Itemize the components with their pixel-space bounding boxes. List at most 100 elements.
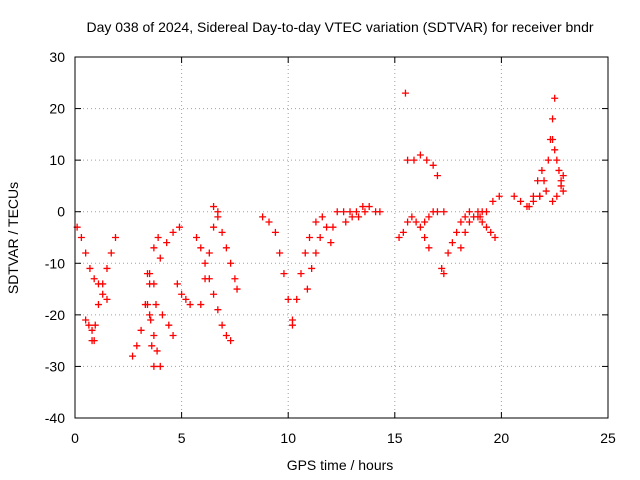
data-point [333,208,341,216]
data-point [288,321,296,329]
data-point [165,321,173,329]
x-tick-label: 10 [280,430,296,446]
axes: 0 5 10 15 20 25 -40 -30 -20 -10 0 10 20 30 [45,49,616,446]
data-point [457,244,465,252]
data-point [306,234,314,241]
x-tick-label: 5 [178,430,186,446]
data-points [73,89,567,370]
data-point [559,187,567,195]
data-point [129,352,137,360]
data-point [210,290,218,298]
y-tick-label: -20 [45,307,65,323]
data-point [355,213,363,221]
data-point [438,264,446,272]
data-point [342,218,350,226]
data-point [517,197,525,205]
series-arc-5 [143,301,164,370]
series-arc-22 [438,264,448,278]
x-tick-label: 20 [494,430,510,446]
data-point [542,187,550,195]
data-point [461,228,469,236]
data-point [425,244,433,252]
data-point [201,275,209,283]
data-point [218,228,226,236]
data-point [478,218,486,226]
data-point [227,337,235,345]
data-point [303,285,311,293]
series-arc-23 [444,249,452,257]
series-arc-6 [143,270,158,370]
data-point [433,208,441,216]
data-point [482,223,490,231]
series-arc-19 [401,89,409,97]
data-point [175,223,183,231]
x-tick-label: 0 [71,430,79,446]
data-point [361,208,369,216]
data-point [348,213,356,221]
series-arc-32 [553,172,567,200]
data-point [538,166,546,174]
data-point [534,177,542,185]
data-point [186,301,194,309]
data-point [489,197,497,205]
series-arc-24 [448,208,473,247]
data-point [412,218,420,226]
chart-title: Day 038 of 2024, Sidereal Day-to-day VTE… [86,19,593,35]
series-arc-15 [303,223,331,293]
data-point [410,156,418,164]
series-arc-16 [327,203,384,247]
data-point [359,203,367,211]
data-point [461,213,469,221]
data-point [329,223,337,231]
data-point [557,182,565,190]
data-point [205,249,213,257]
data-point [444,249,452,257]
series-arc-20 [404,151,441,180]
data-point [423,156,431,164]
data-point [440,270,448,278]
data-point [153,347,161,355]
series-arc-7 [146,280,177,339]
y-tick-label: 10 [49,152,65,168]
series-arc-8 [150,223,183,288]
data-point [404,218,412,226]
data-point [99,290,107,298]
data-point [421,234,429,241]
data-point [448,239,456,247]
data-point [148,342,156,350]
data-point [551,146,559,154]
data-point [399,228,407,236]
data-point [112,234,120,241]
data-point [276,249,284,257]
data-point [465,208,473,216]
x-axis-label: GPS time / hours [287,457,394,473]
data-point [301,249,309,257]
data-point [143,270,151,278]
data-point [453,228,461,236]
data-point [352,208,360,216]
data-point [107,249,115,257]
data-point [85,321,93,329]
grid [75,57,608,418]
data-point [218,321,226,329]
data-point [433,172,441,180]
data-point [231,275,239,283]
data-point [99,280,107,288]
series-arc-27 [476,192,503,221]
data-point [553,156,561,164]
data-point [182,295,190,303]
y-tick-label: -40 [45,410,65,426]
series-arc-9 [173,280,194,309]
data-point [271,228,279,236]
series-arc-1 [73,223,111,303]
data-point [491,234,499,241]
data-point [421,218,429,226]
data-point [529,192,537,200]
data-point [94,301,102,309]
data-point [440,208,448,216]
data-point [173,280,181,288]
data-point [201,259,209,267]
data-point [536,192,544,200]
data-point [327,239,335,247]
